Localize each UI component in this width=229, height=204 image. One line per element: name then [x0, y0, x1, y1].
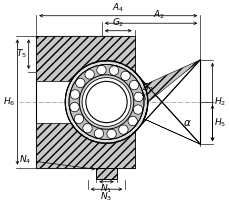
Circle shape [128, 116, 137, 126]
Text: $N_1$: $N_1$ [100, 183, 112, 195]
Text: $T_5$: $T_5$ [16, 48, 27, 60]
Text: $N_3$: $N_3$ [100, 190, 112, 203]
Circle shape [109, 66, 118, 75]
Polygon shape [36, 36, 134, 81]
Circle shape [106, 129, 116, 139]
Polygon shape [106, 102, 199, 144]
Circle shape [74, 114, 83, 124]
Polygon shape [106, 60, 199, 102]
Circle shape [94, 129, 103, 138]
Circle shape [85, 81, 127, 123]
Circle shape [96, 65, 106, 75]
Text: $A_4$: $A_4$ [112, 1, 124, 14]
Circle shape [70, 102, 79, 112]
Circle shape [75, 78, 85, 88]
Circle shape [120, 71, 130, 81]
Circle shape [79, 75, 133, 129]
Text: $H_6$: $H_6$ [3, 96, 16, 108]
Text: $H_5$: $H_5$ [213, 117, 226, 129]
Circle shape [66, 62, 146, 142]
Circle shape [85, 70, 94, 79]
Circle shape [129, 80, 138, 90]
Circle shape [133, 92, 142, 102]
Text: $N_4$: $N_4$ [19, 154, 31, 166]
Text: $\alpha$: $\alpha$ [183, 118, 191, 128]
Circle shape [70, 90, 79, 99]
Circle shape [69, 64, 143, 140]
Polygon shape [96, 168, 116, 179]
Circle shape [118, 125, 128, 134]
Text: $A_2$: $A_2$ [152, 9, 164, 21]
Circle shape [82, 78, 130, 126]
Text: $B_2$: $B_2$ [142, 82, 153, 94]
Text: $H_2$: $H_2$ [213, 96, 226, 108]
Circle shape [133, 105, 142, 114]
Circle shape [79, 75, 133, 129]
Polygon shape [36, 123, 134, 168]
Text: $G_2$: $G_2$ [112, 16, 124, 29]
Circle shape [82, 123, 92, 133]
